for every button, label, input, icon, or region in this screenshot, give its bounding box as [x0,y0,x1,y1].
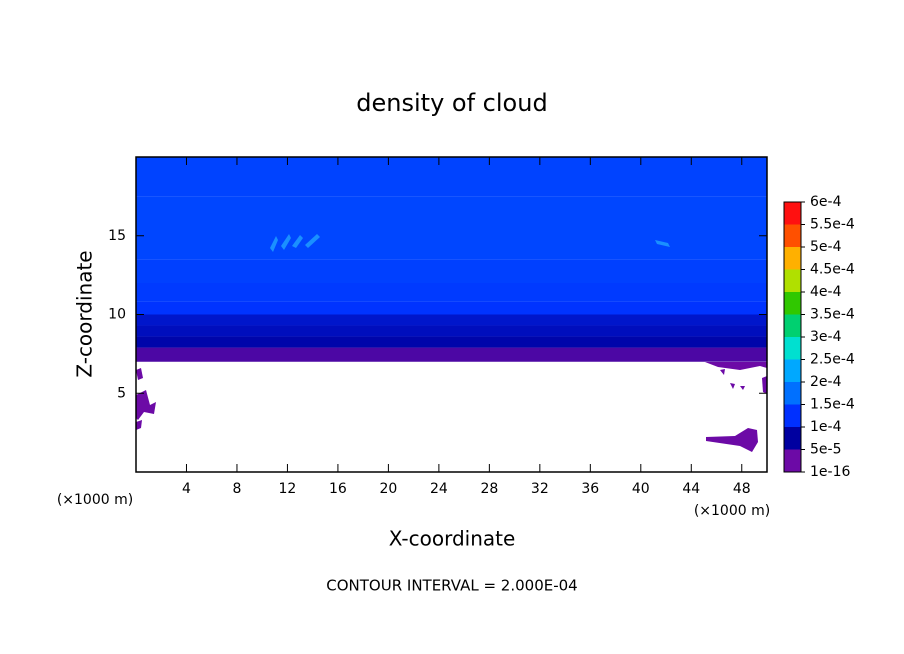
x-tick-label: 12 [279,481,297,497]
x-axis-label: X-coordinate [389,527,516,551]
x-tick-label: 36 [581,481,599,497]
contour-band [136,283,767,302]
patch [706,428,758,452]
streaks [270,234,670,252]
x-tick-label: 28 [480,481,498,497]
plot-area [136,157,767,472]
patch [705,362,767,370]
patch [136,368,143,380]
x-tick-label: 24 [430,481,448,497]
colorbar-cell [784,359,801,382]
colorbar-cell [784,382,801,405]
contour-band [136,157,767,197]
colorbar-cell [784,292,801,315]
x-tick-label: 44 [682,481,700,497]
colorbar-label: 1e-4 [810,419,842,435]
colorbar-label: 2.5e-4 [810,352,855,368]
colorbar-label: 3.5e-4 [810,307,855,323]
colorbar-cell [784,314,801,337]
contour-band [136,301,767,315]
x-tick-label: 32 [531,481,549,497]
y-tick-label: 10 [108,307,126,323]
patch [136,420,142,430]
colorbar-cell [784,247,801,270]
contour-band [136,347,767,362]
colorbar-cell [784,404,801,427]
streak [270,236,278,252]
streak [292,235,303,248]
contour-band [136,259,767,283]
patch [740,386,745,390]
x-tick-label: 8 [232,481,241,497]
contour-band [136,314,767,326]
patch [730,383,735,389]
colorbar-label: 5e-4 [810,239,842,255]
y-axis-label: Z-coordinate [73,250,97,377]
colorbar-label: 5e-5 [810,442,841,458]
streak [655,240,670,247]
x-tick-label: 4 [182,481,191,497]
colorbar-cell [784,449,801,472]
colorbar-cell [784,202,801,225]
contour-band [136,336,767,348]
streak [281,234,291,250]
patch [136,390,156,420]
x-tick-label: 48 [733,481,751,497]
x-tick-label: 16 [329,481,347,497]
chart-title: density of cloud [356,89,547,117]
y-tick-label: 5 [117,385,126,401]
colorbar-label: 4.5e-4 [810,262,855,278]
x-unit: (×1000 m) [694,503,770,519]
colorbar-label: 3e-4 [810,329,842,345]
footer: CONTOUR INTERVAL = 2.000E-04 [326,577,577,595]
contour-band [136,325,767,337]
colorbar-label: 1e-16 [810,464,850,480]
y-tick-label: 15 [108,228,126,244]
colorbar-cell [784,337,801,360]
colorbar-label: 6e-4 [810,194,842,210]
cloud-patches [136,362,767,452]
streak [305,234,320,248]
colorbar-cell [784,427,801,450]
colorbar: 1e-16 5e-5 1e-4 1.5e-4 2e-4 2.5e-4 3e-4 3.5e-4 4… [783,194,855,480]
y-unit: (×1000 m) [57,492,133,508]
colorbar-label: 2e-4 [810,374,842,390]
colorbar-cell [784,269,801,292]
colorbar-label: 1.5e-4 [810,397,855,413]
x-tick-label: 20 [379,481,397,497]
colorbar-label: 5.5e-4 [810,217,855,233]
x-tick-label: 40 [632,481,650,497]
patch [762,376,767,394]
colorbar-label: 4e-4 [810,284,842,300]
contour-band [136,196,767,260]
patch [720,369,725,375]
colorbar-cell [784,224,801,247]
